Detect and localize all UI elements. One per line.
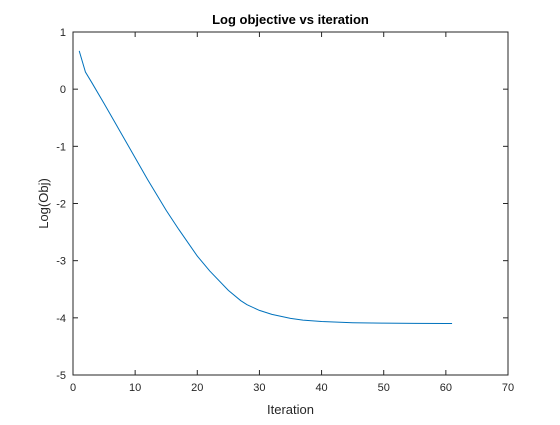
y-tick-label: -5 xyxy=(56,370,66,382)
x-tick-label: 20 xyxy=(191,382,203,394)
x-tick-label: 0 xyxy=(70,382,76,394)
x-axis-ticks: 0 10 20 30 40 50 60 70 xyxy=(70,32,514,394)
y-axis-label: Log(Obj) xyxy=(36,178,51,229)
x-tick-label: 70 xyxy=(502,382,514,394)
y-tick-label: 0 xyxy=(60,84,66,96)
series-line xyxy=(78,50,453,325)
x-tick-label: 40 xyxy=(315,382,327,394)
x-tick-label: 30 xyxy=(253,382,265,394)
chart-title: Log objective vs iteration xyxy=(212,12,369,27)
y-tick-label: 1 xyxy=(60,27,66,39)
x-tick-label: 50 xyxy=(378,382,390,394)
axes-box xyxy=(72,31,509,376)
x-tick-label: 60 xyxy=(440,382,452,394)
x-axis-label: Iteration xyxy=(267,402,314,417)
y-tick-label: -1 xyxy=(56,141,66,153)
x-tick-label: 10 xyxy=(129,382,141,394)
plot-area xyxy=(73,32,508,375)
y-tick-label: -2 xyxy=(56,199,66,211)
y-tick-label: -4 xyxy=(56,313,66,325)
y-tick-label: -3 xyxy=(56,256,66,268)
